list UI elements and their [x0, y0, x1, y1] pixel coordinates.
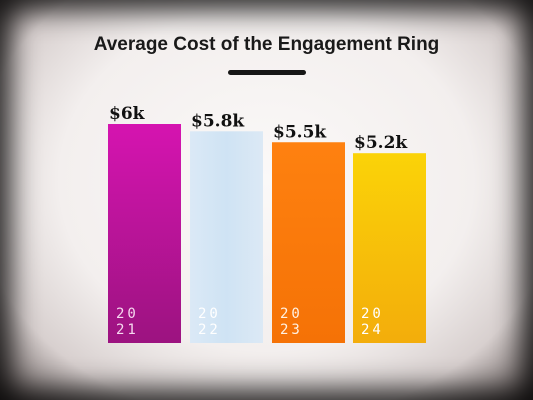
category-label: 22 [198, 322, 221, 338]
category-label: 20 [280, 306, 303, 322]
category-label: 24 [361, 322, 384, 338]
category-label: 23 [280, 322, 303, 338]
value-label: $5.8k [191, 111, 245, 131]
value-label: $5.5k [273, 122, 327, 142]
bar-2 [190, 131, 263, 343]
category-label: 20 [361, 306, 384, 322]
bar-3 [272, 142, 345, 343]
bar-4 [353, 153, 426, 343]
chart-title: Average Cost of the Engagement Ring [93, 34, 440, 55]
value-label: $6k [109, 104, 146, 124]
value-label: $5.2k [354, 133, 408, 153]
category-label: 20 [116, 306, 139, 322]
bar-1 [108, 124, 181, 343]
title-underline [228, 70, 306, 75]
category-label: 21 [116, 322, 139, 338]
category-label: 20 [198, 306, 221, 322]
